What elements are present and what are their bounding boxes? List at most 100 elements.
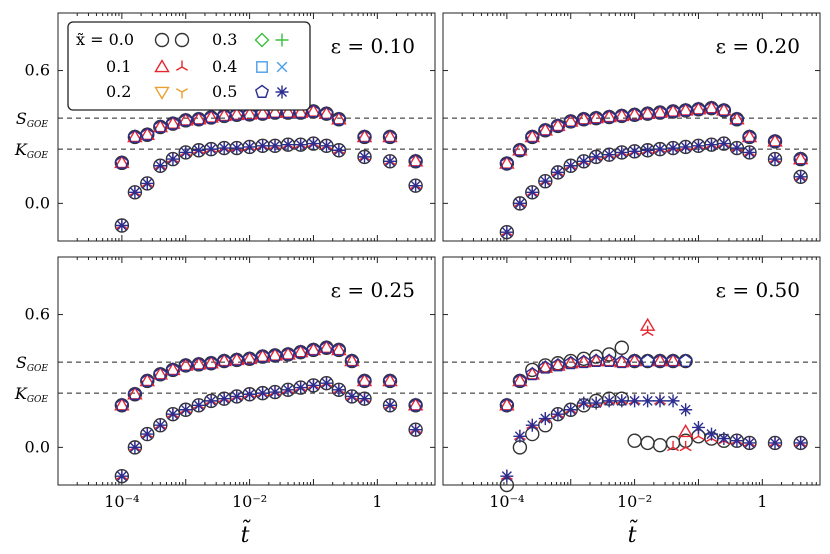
- data-point-K: [115, 469, 129, 483]
- legend-marker-0.3-a: [254, 32, 270, 48]
- data-point-S: [626, 353, 643, 367]
- data-point-K: [794, 170, 808, 184]
- data-point-S: [729, 111, 744, 126]
- data-point-S: [588, 110, 604, 124]
- data-point-S: [139, 126, 156, 140]
- data-point-K: [294, 381, 308, 395]
- data-point-K: [551, 407, 565, 421]
- data-point-S: [525, 366, 540, 381]
- data-point-K: [743, 145, 757, 159]
- data-point-S: [499, 155, 515, 169]
- data-point-S: [703, 100, 720, 114]
- data-point-S: [268, 348, 283, 362]
- data-point-S: [191, 356, 206, 371]
- data-point-S: [690, 101, 707, 115]
- data-point-S: [408, 153, 423, 168]
- data-point-S: [191, 356, 207, 370]
- legend-marker-0.0-a: [154, 32, 170, 48]
- data-point-K: [730, 434, 744, 448]
- data-point-S: [191, 111, 206, 126]
- data-point-K: [667, 440, 680, 452]
- data-point-S: [499, 156, 514, 170]
- data-point-K: [551, 165, 565, 179]
- data-point-S: [550, 118, 565, 132]
- data-point-K: [589, 396, 603, 410]
- data-point-S: [229, 352, 245, 366]
- data-point-S: [267, 104, 283, 118]
- data-point-K: [140, 427, 154, 441]
- data-point-S: [653, 105, 668, 119]
- data-point-S: [627, 353, 642, 367]
- data-point-K: [691, 139, 705, 153]
- data-point-S: [627, 107, 642, 121]
- data-point-S: [602, 109, 617, 123]
- data-point-K: [358, 392, 372, 406]
- data-point-K: [268, 385, 282, 399]
- data-point-S: [127, 386, 142, 401]
- data-point-K: [192, 398, 206, 412]
- data-point-S: [666, 353, 681, 367]
- data-point-S: [357, 373, 372, 387]
- data-point-S: [242, 351, 257, 365]
- data-point-K: [166, 152, 180, 166]
- data-point-S: [666, 104, 681, 118]
- data-point-S: [639, 105, 656, 119]
- data-point-S: [281, 347, 296, 361]
- data-point-S: [229, 107, 244, 121]
- data-point-K: [679, 140, 693, 154]
- data-point-S: [640, 353, 655, 367]
- data-point-S: [741, 129, 758, 143]
- data-point-S: [678, 353, 693, 367]
- data-point-S: [305, 342, 322, 356]
- data-point-S: [127, 386, 143, 400]
- data-point-S: [292, 344, 309, 358]
- data-point-S: [178, 358, 193, 372]
- data-point-S: [305, 103, 322, 117]
- data-point-K: [256, 386, 270, 400]
- data-point-K: [243, 140, 257, 154]
- data-point-S: [255, 106, 270, 120]
- data-point-K: [704, 427, 718, 441]
- panel-title: ε = 0.25: [331, 278, 415, 302]
- data-point-S: [640, 106, 655, 120]
- data-point-S: [331, 111, 346, 126]
- data-point-S: [524, 366, 541, 380]
- data-point-K: [281, 383, 295, 397]
- data-point-S: [114, 154, 130, 169]
- data-point-K: [230, 389, 244, 403]
- y-tick-label: 0.6: [25, 61, 50, 80]
- data-point-K: [525, 185, 539, 199]
- data-point-S: [601, 353, 617, 367]
- data-point-K: [204, 142, 218, 156]
- data-point-K: [513, 429, 527, 443]
- data-point-S: [499, 397, 515, 411]
- legend-marker-0.5-a: [254, 84, 270, 98]
- data-point-S: [550, 358, 565, 372]
- data-point-S: [601, 347, 617, 362]
- data-point-K: [666, 394, 680, 408]
- data-point-S: [114, 397, 129, 412]
- data-point-S: [652, 353, 668, 367]
- data-point-K: [217, 392, 231, 406]
- data-point-S: [254, 105, 271, 119]
- data-point-K: [538, 174, 552, 188]
- data-point-S: [114, 397, 130, 411]
- data-point-K: [128, 440, 142, 454]
- data-point-S: [280, 346, 296, 360]
- data-point-S: [512, 373, 527, 387]
- data-point-S: [292, 104, 309, 118]
- data-point-K: [679, 403, 693, 417]
- legend-label-0.4: 0.4: [212, 57, 237, 76]
- legend-title: x̃ = 0.0: [76, 30, 134, 49]
- data-point-S: [229, 352, 244, 366]
- data-point-S: [229, 106, 245, 121]
- data-point-K: [691, 420, 705, 434]
- data-point-S: [140, 373, 155, 387]
- x-tick-label: 10⁻⁴: [489, 492, 524, 511]
- data-point-S: [704, 100, 719, 115]
- legend-marker-0.2-a: [154, 86, 170, 100]
- data-point-K: [704, 138, 718, 152]
- data-point-K: [653, 394, 667, 408]
- data-point-K: [179, 145, 193, 159]
